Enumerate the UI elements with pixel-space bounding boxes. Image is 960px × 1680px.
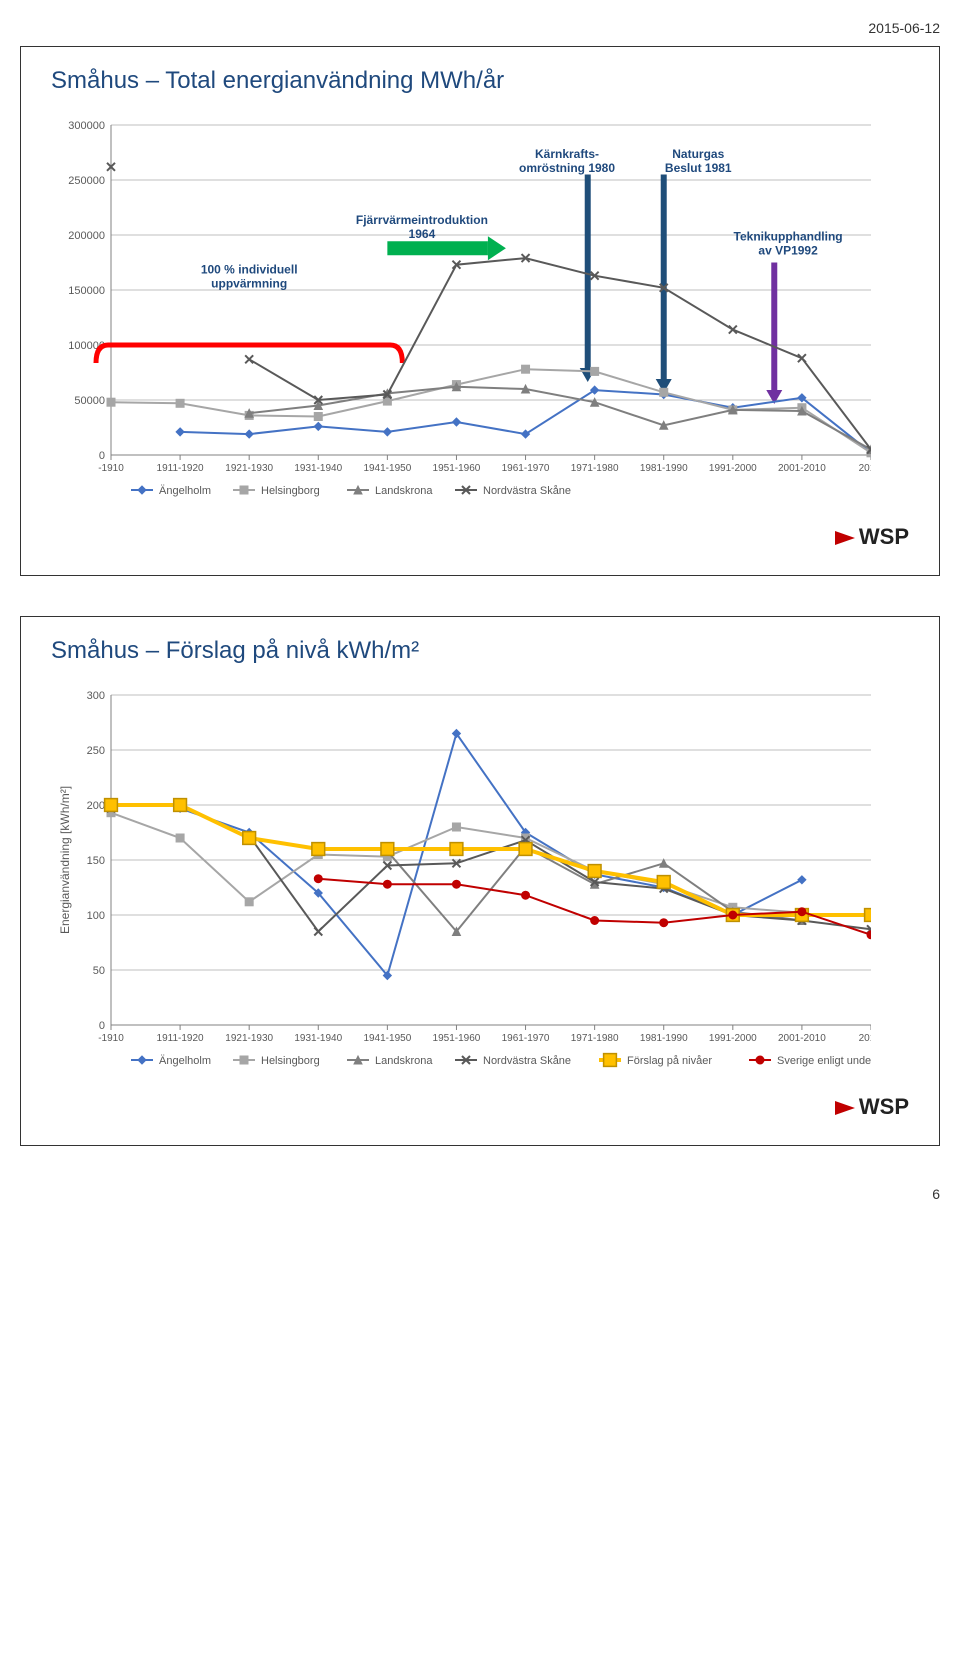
- chart1-panel: Småhus – Total energianvändning MWh/år 0…: [20, 46, 940, 576]
- svg-text:200: 200: [87, 800, 105, 812]
- svg-text:2001-2010: 2001-2010: [778, 463, 826, 474]
- svg-text:50: 50: [93, 965, 105, 977]
- svg-text:1951-1960: 1951-1960: [433, 1033, 481, 1044]
- svg-text:1991-2000: 1991-2000: [709, 1033, 757, 1044]
- svg-text:1931-1940: 1931-1940: [294, 1033, 342, 1044]
- page-date: 2015-06-12: [20, 20, 940, 36]
- svg-text:1931-1940: 1931-1940: [294, 463, 342, 474]
- svg-text:Förslag på nivåer: Förslag på nivåer: [627, 1055, 712, 1067]
- svg-text:Helsingborg: Helsingborg: [261, 1055, 320, 1067]
- svg-text:2001-2010: 2001-2010: [778, 1033, 826, 1044]
- chart2-plot: 0 50 100 150 200 250 300 -1910 1911-1920 1921-193…: [51, 685, 909, 1115]
- wsp-text-2: WSP: [859, 1094, 909, 1119]
- chart2-panel: Småhus – Förslag på nivå kWh/m² 0 50 100 15…: [20, 616, 940, 1146]
- svg-text:200000: 200000: [68, 230, 105, 242]
- svg-text:100: 100: [87, 910, 105, 922]
- chart1-title: Småhus – Total energianvändning MWh/år: [51, 67, 909, 95]
- svg-text:Nordvästra Skåne: Nordvästra Skåne: [483, 1055, 571, 1067]
- svg-text:Helsingborg: Helsingborg: [261, 485, 320, 497]
- svg-text:Naturgas: Naturgas: [672, 147, 724, 161]
- svg-text:1941-1950: 1941-1950: [363, 463, 411, 474]
- svg-text:-1910: -1910: [98, 463, 124, 474]
- svg-text:Ängelholm: Ängelholm: [159, 1055, 211, 1067]
- svg-text:1921-1930: 1921-1930: [225, 1033, 273, 1044]
- svg-text:1981-1990: 1981-1990: [640, 1033, 688, 1044]
- svg-text:Teknikupphandling: Teknikupphandling: [734, 230, 843, 244]
- wsp-triangle-icon-2: [835, 1101, 855, 1115]
- svg-text:150: 150: [87, 855, 105, 867]
- chart2-title: Småhus – Förslag på nivå kWh/m²: [51, 637, 909, 665]
- svg-text:1921-1930: 1921-1930: [225, 463, 273, 474]
- wsp-text: WSP: [859, 524, 909, 549]
- svg-text:1911-1920: 1911-1920: [157, 1033, 205, 1044]
- svg-text:Landskrona: Landskrona: [375, 485, 433, 497]
- svg-text:1971-1980: 1971-1980: [571, 1033, 619, 1044]
- svg-text:300000: 300000: [68, 120, 105, 132]
- svg-text:150000: 150000: [68, 285, 105, 297]
- svg-text:100 % individuell: 100 % individuell: [201, 263, 298, 277]
- svg-text:Nordvästra Skåne: Nordvästra Skåne: [483, 485, 571, 497]
- svg-text:-1910: -1910: [98, 1033, 124, 1044]
- svg-text:1991-2000: 1991-2000: [709, 463, 757, 474]
- svg-text:1964: 1964: [409, 227, 436, 241]
- wsp-triangle-icon: [835, 531, 855, 545]
- svg-text:1941-1950: 1941-1950: [363, 1033, 411, 1044]
- svg-text:300: 300: [87, 690, 105, 702]
- svg-text:Kärnkrafts-: Kärnkrafts-: [535, 147, 599, 161]
- svg-text:Ängelholm: Ängelholm: [159, 485, 211, 497]
- svg-text:1971-1980: 1971-1980: [571, 463, 619, 474]
- svg-text:Energianvändning [kWh/m²]: Energianvändning [kWh/m²]: [58, 786, 72, 934]
- svg-text:1961-1970: 1961-1970: [502, 1033, 550, 1044]
- chart1-plot: 050000100000150000200000250000300000-191…: [51, 115, 909, 545]
- svg-text:250000: 250000: [68, 175, 105, 187]
- svg-text:2011-: 2011-: [859, 463, 871, 474]
- svg-text:2011-: 2011-: [859, 1033, 871, 1044]
- wsp-logo-2: WSP: [835, 1094, 909, 1120]
- svg-text:Sverige enligt underlag: Sverige enligt underlag: [777, 1055, 871, 1067]
- svg-text:250: 250: [87, 745, 105, 757]
- svg-text:0: 0: [99, 450, 105, 462]
- svg-text:Fjärrvärmeintroduktion: Fjärrvärmeintroduktion: [356, 213, 488, 227]
- svg-text:1981-1990: 1981-1990: [640, 463, 688, 474]
- svg-text:uppvärmning: uppvärmning: [211, 277, 287, 291]
- chart2-title-text: Småhus – Förslag på nivå kWh/m²: [51, 637, 419, 664]
- svg-text:Landskrona: Landskrona: [375, 1055, 433, 1067]
- page-number: 6: [20, 1186, 940, 1202]
- svg-text:omröstning 1980: omröstning 1980: [519, 161, 615, 175]
- svg-text:Beslut 1981: Beslut 1981: [665, 161, 732, 175]
- svg-text:av VP1992: av VP1992: [758, 244, 818, 258]
- svg-text:50000: 50000: [74, 395, 105, 407]
- svg-text:1961-1970: 1961-1970: [502, 463, 550, 474]
- svg-text:1911-1920: 1911-1920: [157, 463, 205, 474]
- svg-text:1951-1960: 1951-1960: [433, 463, 481, 474]
- wsp-logo: WSP: [835, 524, 909, 550]
- svg-text:0: 0: [99, 1020, 105, 1032]
